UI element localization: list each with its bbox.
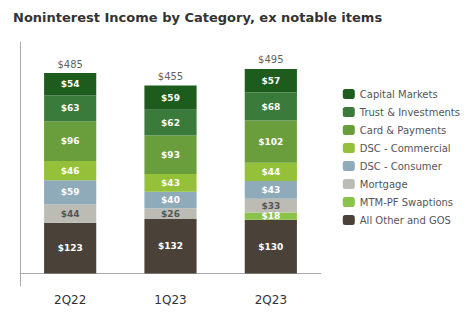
- svg-text:$57: $57: [261, 76, 280, 86]
- svg-text:MTM-PF Swaptions: MTM-PF Swaptions: [360, 197, 453, 208]
- svg-text:$59: $59: [161, 93, 180, 103]
- svg-text:1Q23: 1Q23: [154, 293, 186, 307]
- svg-text:$40: $40: [161, 195, 180, 205]
- svg-text:$59: $59: [61, 187, 80, 197]
- svg-text:Noninterest Income by Category: Noninterest Income by Category, ex notab…: [13, 10, 382, 25]
- svg-text:$44: $44: [261, 167, 280, 177]
- svg-text:DSC - Commercial: DSC - Commercial: [360, 143, 451, 154]
- svg-text:$96: $96: [61, 136, 80, 146]
- svg-text:$46: $46: [61, 166, 80, 176]
- svg-text:$123: $123: [58, 243, 83, 253]
- svg-text:$62: $62: [161, 118, 180, 128]
- svg-text:$495: $495: [258, 54, 283, 65]
- svg-text:Capital Markets: Capital Markets: [360, 89, 438, 100]
- svg-text:$102: $102: [258, 137, 283, 147]
- svg-text:$130: $130: [258, 242, 283, 252]
- svg-text:Trust & Investments: Trust & Investments: [359, 107, 460, 118]
- svg-text:$93: $93: [161, 150, 180, 160]
- svg-text:$455: $455: [158, 71, 183, 82]
- svg-text:$18: $18: [261, 211, 280, 221]
- svg-text:$485: $485: [57, 59, 82, 70]
- svg-text:Mortgage: Mortgage: [360, 179, 408, 190]
- svg-text:$63: $63: [61, 103, 80, 113]
- svg-text:$33: $33: [261, 201, 280, 211]
- svg-text:Card & Payments: Card & Payments: [360, 125, 447, 136]
- svg-text:2Q23: 2Q23: [255, 293, 287, 307]
- svg-text:$26: $26: [161, 209, 180, 219]
- svg-text:$68: $68: [261, 102, 280, 112]
- svg-text:$43: $43: [161, 178, 180, 188]
- svg-text:All Other and GOS: All Other and GOS: [360, 215, 451, 226]
- svg-text:$54: $54: [61, 79, 80, 89]
- svg-text:$132: $132: [158, 241, 183, 251]
- svg-text:DSC - Consumer: DSC - Consumer: [360, 161, 443, 172]
- svg-text:$44: $44: [61, 209, 80, 219]
- svg-text:2Q22: 2Q22: [54, 293, 86, 307]
- svg-text:$43: $43: [261, 185, 280, 195]
